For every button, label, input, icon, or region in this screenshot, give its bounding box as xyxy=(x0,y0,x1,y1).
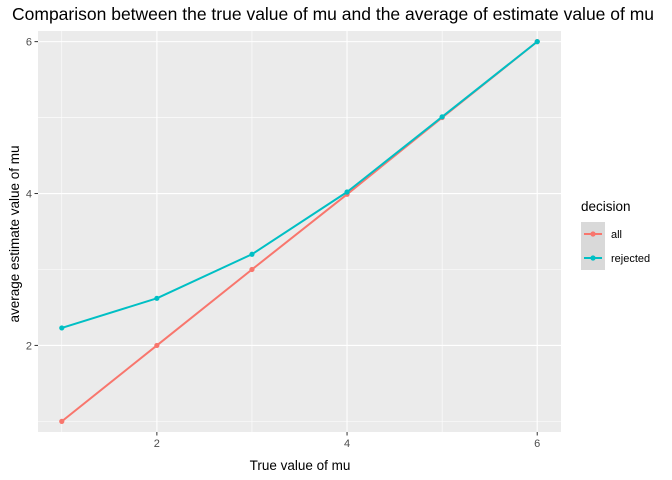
legend-label: all xyxy=(611,229,622,241)
series-line-rejected xyxy=(61,40,538,329)
series-layer xyxy=(59,39,540,424)
grid-lines xyxy=(38,31,561,432)
data-point-rejected xyxy=(344,189,350,195)
data-point-all xyxy=(249,266,255,273)
x-tick-label: 6 xyxy=(534,438,540,450)
y-tick-label: 6 xyxy=(26,37,32,49)
chart-title: Comparison between the true value of mu … xyxy=(12,4,654,24)
legend-key-point xyxy=(590,231,596,237)
legend-key-point xyxy=(590,255,596,261)
data-point-all xyxy=(154,342,160,349)
data-point-all xyxy=(59,418,65,424)
data-point-rejected xyxy=(154,295,160,301)
series-rejected xyxy=(59,39,540,331)
axes: 2 4 6 2 4 6 xyxy=(26,37,540,450)
legend-label: rejected xyxy=(611,253,650,265)
x-axis-title: True value of mu xyxy=(250,458,351,473)
x-tick-label: 2 xyxy=(154,438,160,450)
legend-item-all: all xyxy=(581,222,622,246)
legend-item-rejected: rejected xyxy=(581,246,650,270)
y-tick-label: 2 xyxy=(26,340,32,352)
x-tick-label: 4 xyxy=(344,438,350,450)
legend: decision all rejected xyxy=(581,199,650,270)
data-point-rejected xyxy=(59,325,65,331)
y-axis-title: average estimate value of mu xyxy=(7,145,22,322)
data-point-rejected xyxy=(439,114,445,120)
data-point-rejected xyxy=(249,251,255,257)
data-point-rejected xyxy=(534,39,540,45)
y-tick-label: 4 xyxy=(26,189,32,201)
legend-title: decision xyxy=(581,199,631,214)
